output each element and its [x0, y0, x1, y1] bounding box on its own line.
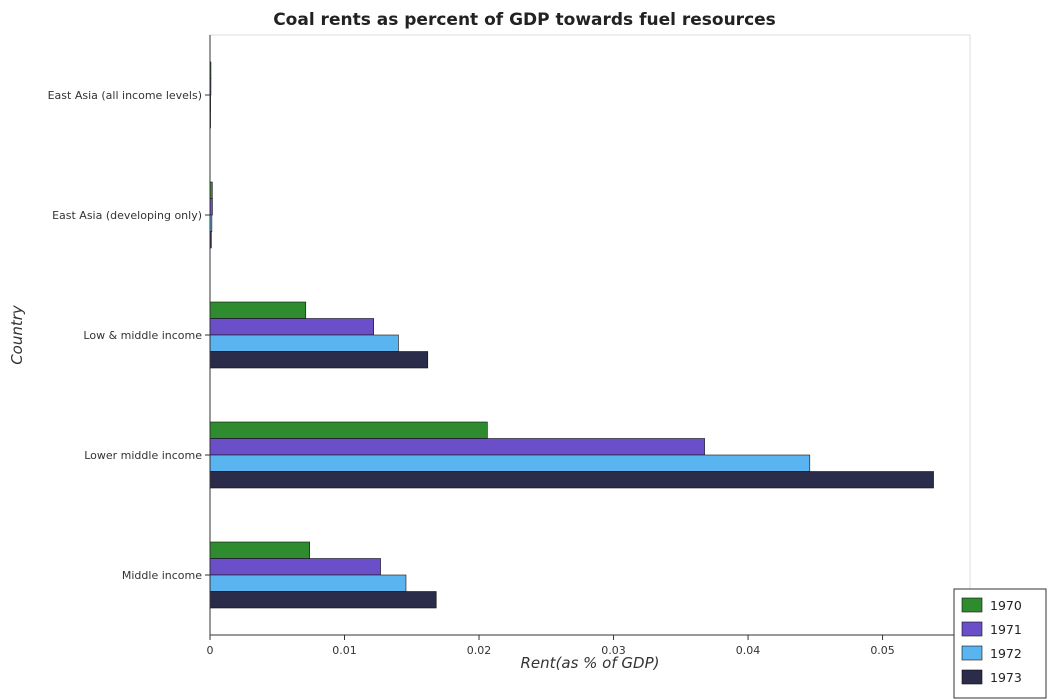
x-tick-label: 0 — [207, 644, 214, 657]
x-tick-label: 0.03 — [601, 644, 626, 657]
legend-label-1971: 1971 — [990, 622, 1022, 637]
x-tick-label: 0.05 — [870, 644, 895, 657]
bar-1972-2 — [209, 334, 399, 352]
y-tick-label: East Asia (developing only) — [52, 209, 202, 222]
bar-1973-2 — [209, 351, 429, 369]
bar-1972-3 — [209, 454, 811, 472]
bar-1971-2 — [209, 318, 375, 336]
legend-swatch-1970 — [961, 597, 983, 613]
x-tick-label: 0.01 — [332, 644, 357, 657]
bar-1973-3 — [209, 471, 934, 489]
bar-1971-3 — [209, 438, 705, 456]
bar-1970-3 — [209, 421, 488, 439]
y-tick-label: Middle income — [122, 569, 202, 582]
legend-swatch-1971 — [961, 621, 983, 637]
x-tick-label: 0.04 — [736, 644, 761, 657]
bar-1973-4 — [209, 591, 437, 609]
y-axis-title: Country — [8, 304, 26, 365]
y-ticks: East Asia (all income levels) East Asia (… — [48, 89, 210, 582]
legend-label-1970: 1970 — [990, 598, 1022, 613]
x-ticks: 0 0.01 0.02 0.03 0.04 0.05 — [207, 635, 895, 657]
y-tick-label: Low & middle income — [83, 329, 202, 342]
bars — [209, 61, 934, 609]
legend-swatch-1973 — [961, 669, 983, 685]
y-tick-label: Lower middle income — [84, 449, 202, 462]
x-tick-label: 0.02 — [467, 644, 492, 657]
legend-label-1972: 1972 — [990, 646, 1022, 661]
legend: 1970 1971 1972 1973 — [953, 588, 1047, 699]
x-axis-title: Rent(as % of GDP) — [521, 654, 660, 672]
chart-title: Coal rents as percent of GDP towards fue… — [273, 10, 776, 30]
legend-label-1973: 1973 — [990, 670, 1022, 685]
y-tick-label: East Asia (all income levels) — [48, 89, 202, 102]
bar-1970-4 — [209, 541, 310, 559]
bar-1970-2 — [209, 301, 307, 319]
legend-swatch-1972 — [961, 645, 983, 661]
bar-1971-4 — [209, 558, 381, 576]
bar-1972-4 — [209, 574, 407, 592]
